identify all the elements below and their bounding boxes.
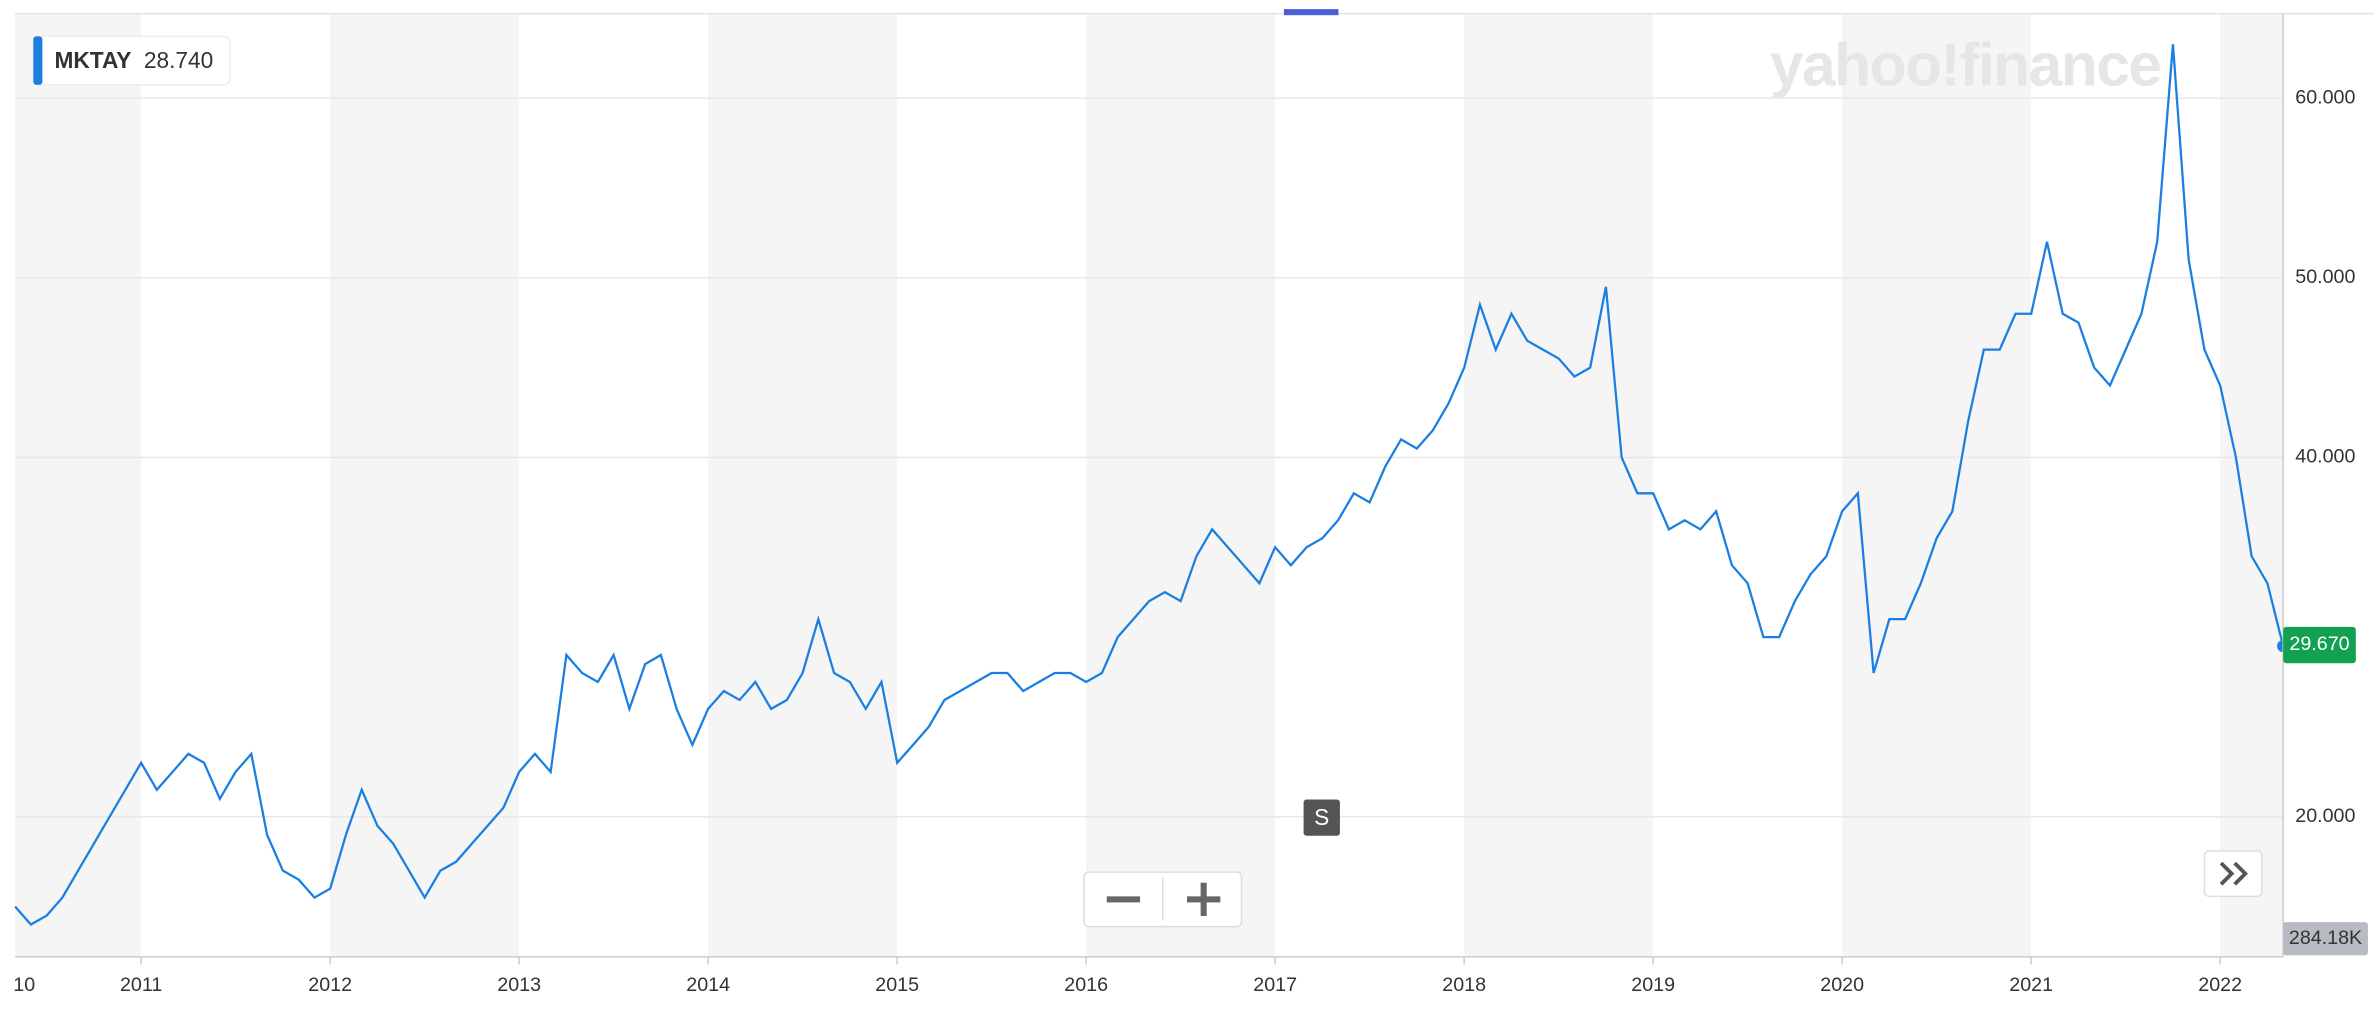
grid [15,97,2284,965]
volume-label: 284.18K [2289,927,2362,949]
x-tick-label: 2020 [1820,974,1864,996]
x-tick-label: 2022 [2198,974,2242,996]
y-tick-label: 20.000 [2295,805,2355,827]
x-tick-label: 2018 [1442,974,1486,996]
y-tick-label: 40.000 [2295,446,2355,468]
year-band [330,13,520,957]
y-tick-label: 50.000 [2295,266,2355,288]
legend-quote: 28.740 [144,47,213,73]
year-band [1464,13,1654,957]
year-band [15,13,142,957]
year-band [1086,13,1276,957]
legend-swatch [33,36,43,85]
split-marker-label: S [1314,804,1329,830]
x-tick-label: 2019 [1631,974,1675,996]
split-marker[interactable] [1303,799,1340,836]
price-tag [2283,626,2356,664]
x-tick-label: 2011 [120,974,162,996]
x-tick-label: 2021 [2009,974,2053,996]
x-tick-label: 2015 [875,974,919,996]
price-tag-label: 29.670 [2289,633,2349,655]
year-band [708,13,898,957]
price-line [14,44,2285,926]
legend-symbol: MKTAY [55,47,132,73]
y-tick-label: 60.000 [2295,86,2355,108]
x-tick-label: 2016 [1064,974,1108,996]
x-tick-label: 10 [13,974,35,996]
x-tick-label: 2014 [686,974,730,996]
x-tick-label: 2017 [1253,974,1297,996]
legend: MKTAY 28.740 [32,35,231,86]
range-indicator [1283,9,1339,16]
scroll-icon [2219,861,2248,886]
x-tick-label: 2013 [497,974,541,996]
year-band [1842,13,2032,957]
zoom-out[interactable] [1106,896,1141,903]
year-bands [15,13,2284,957]
x-tick-label: 2012 [308,974,352,996]
logo: yahoo!finance [1770,31,2161,99]
zoom-controls[interactable] [1083,871,1243,928]
volume-tag [2283,922,2368,956]
zoom-in-v [1200,882,1207,917]
year-band [2220,13,2284,957]
